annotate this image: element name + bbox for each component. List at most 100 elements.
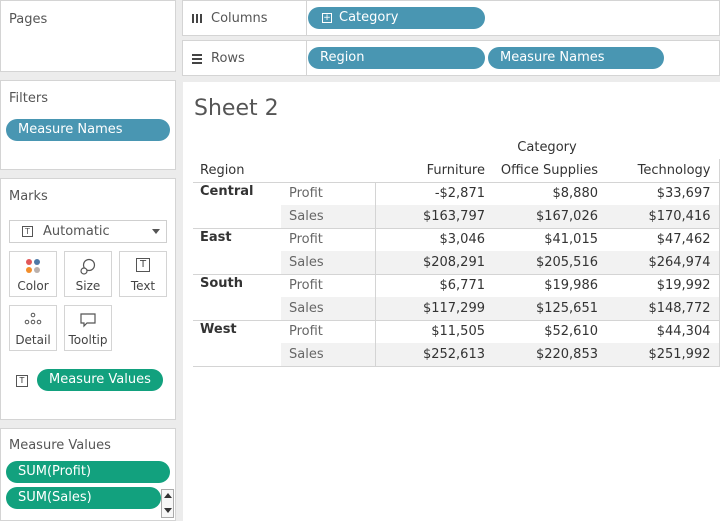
value-cell[interactable]: $208,291 (375, 251, 493, 274)
color-icon (26, 259, 40, 273)
table-row: South Profit $6,771 $19,986 $19,992 (193, 273, 720, 297)
mark-type-dropdown[interactable]: T Automatic (9, 220, 167, 243)
text-mark-icon: T (22, 226, 33, 237)
value-cell[interactable]: $19,992 (606, 273, 720, 297)
detail-icon (24, 312, 42, 325)
expand-icon[interactable]: + (322, 13, 332, 23)
table-row: Central Profit -$2,871 $8,880 $33,697 (193, 181, 720, 205)
size-button-label: Size (75, 279, 101, 293)
pages-card[interactable]: Pages (0, 0, 176, 72)
sheet-title: Sheet 2 (194, 96, 279, 121)
sum-profit-pill[interactable]: SUM(Profit) (6, 461, 170, 483)
table-row: Sales $208,291 $205,516 $264,974 (193, 251, 720, 274)
sum-sales-pill[interactable]: SUM(Sales) (6, 487, 161, 509)
value-cell[interactable]: $170,416 (606, 205, 720, 228)
measure-name-label[interactable]: Profit (281, 227, 376, 251)
measure-name-label[interactable]: Profit (281, 319, 376, 343)
color-button[interactable]: Color (9, 251, 57, 297)
measure-name-label[interactable]: Profit (281, 273, 376, 297)
columns-icon (192, 14, 202, 23)
text-icon: T (136, 258, 150, 272)
column-category-label: Category (339, 10, 399, 25)
value-cell[interactable]: $44,304 (606, 319, 720, 343)
value-cell[interactable]: $167,026 (493, 205, 606, 228)
row-header-region[interactable]: Region (200, 162, 245, 178)
measure-name-label[interactable]: Sales (281, 205, 376, 228)
value-cell[interactable]: $3,046 (375, 227, 493, 251)
table-row: Sales $117,299 $125,651 $148,772 (193, 297, 720, 320)
value-cell[interactable]: $41,015 (493, 227, 606, 251)
region-label[interactable]: South (193, 273, 281, 297)
sheet-view[interactable]: Sheet 2 Category Region Furniture Office… (183, 82, 720, 521)
size-button[interactable]: Size (64, 251, 112, 297)
value-cell[interactable]: $8,880 (493, 181, 606, 205)
value-cell[interactable]: $264,974 (606, 251, 720, 274)
marks-card[interactable]: Marks T Automatic Color Size T Text Deta… (0, 178, 176, 420)
value-cell[interactable]: $125,651 (493, 297, 606, 320)
value-cell[interactable]: $33,697 (606, 181, 720, 205)
table-row: East Profit $3,046 $41,015 $47,462 (193, 227, 720, 251)
columns-label: Columns (211, 10, 268, 26)
value-cell[interactable]: $47,462 (606, 227, 720, 251)
column-category-pill[interactable]: + Category (308, 7, 485, 29)
tooltip-button[interactable]: Tooltip (64, 305, 112, 351)
size-icon (80, 258, 96, 275)
rows-label: Rows (211, 50, 245, 66)
measure-values-text-pill[interactable]: Measure Values (37, 369, 163, 391)
measure-name-label[interactable]: Sales (281, 251, 376, 274)
region-label[interactable]: East (193, 227, 281, 251)
crosstab: Category Region Furniture Office Supplie… (193, 136, 720, 367)
marks-title: Marks (9, 189, 48, 204)
scrollbar[interactable] (161, 489, 174, 518)
column-header-category[interactable]: Category (517, 140, 577, 155)
region-label[interactable]: Central (193, 181, 281, 205)
value-cell[interactable]: -$2,871 (375, 181, 493, 205)
tooltip-button-label: Tooltip (68, 333, 108, 347)
col-technology-header[interactable]: Technology (606, 159, 720, 182)
col-office-supplies-header[interactable]: Office Supplies (500, 162, 598, 178)
value-cell[interactable]: $19,986 (493, 273, 606, 297)
measure-name-label[interactable]: Profit (281, 181, 376, 205)
text-encoding-icon: T (16, 375, 28, 387)
rows-shelf[interactable]: Rows Region Measure Names (182, 40, 720, 76)
value-cell[interactable]: $52,610 (493, 319, 606, 343)
pages-title: Pages (9, 12, 48, 27)
measure-name-label[interactable]: Sales (281, 297, 376, 320)
tooltip-icon (80, 313, 96, 328)
value-cell[interactable]: $6,771 (375, 273, 493, 297)
row-region-pill[interactable]: Region (308, 47, 485, 69)
columns-shelf[interactable]: Columns + Category (182, 0, 720, 36)
measure-values-title: Measure Values (9, 438, 111, 453)
value-cell[interactable]: $11,505 (375, 319, 493, 343)
region-label[interactable]: West (193, 319, 281, 343)
scroll-down-icon[interactable] (164, 508, 172, 513)
table-row: West Profit $11,505 $52,610 $44,304 (193, 319, 720, 343)
chevron-down-icon (152, 229, 160, 234)
color-button-label: Color (17, 279, 49, 293)
filters-card[interactable]: Filters Measure Names (0, 80, 176, 170)
detail-button[interactable]: Detail (9, 305, 57, 351)
col-furniture-header[interactable]: Furniture (426, 162, 485, 178)
value-cell[interactable]: $148,772 (606, 297, 720, 320)
row-measure-names-pill[interactable]: Measure Names (488, 47, 664, 69)
table-row: Sales $252,613 $220,853 $251,992 (193, 343, 720, 367)
value-cell[interactable]: $117,299 (375, 297, 493, 320)
measure-values-card[interactable]: Measure Values SUM(Profit) SUM(Sales) (0, 428, 176, 521)
rows-icon (192, 54, 202, 64)
value-cell[interactable]: $251,992 (606, 343, 720, 367)
text-button[interactable]: T Text (119, 251, 167, 297)
rows-label-area: Rows (183, 41, 307, 75)
table-row: Sales $163,797 $167,026 $170,416 (193, 205, 720, 228)
scroll-up-icon[interactable] (164, 493, 172, 498)
mark-type-value: Automatic (43, 224, 110, 239)
value-cell[interactable]: $220,853 (493, 343, 606, 367)
filter-measure-names-pill[interactable]: Measure Names (6, 119, 170, 141)
value-cell[interactable]: $163,797 (375, 205, 493, 228)
value-cell[interactable]: $252,613 (375, 343, 493, 367)
value-cell[interactable]: $205,516 (493, 251, 606, 274)
text-button-label: Text (130, 279, 156, 293)
columns-label-area: Columns (183, 1, 307, 35)
detail-button-label: Detail (15, 333, 51, 347)
filters-title: Filters (9, 91, 48, 106)
measure-name-label[interactable]: Sales (281, 343, 376, 367)
